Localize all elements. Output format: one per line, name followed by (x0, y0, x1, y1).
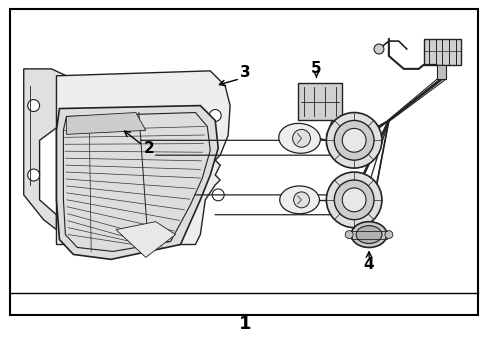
Ellipse shape (280, 186, 319, 214)
Text: 4: 4 (364, 257, 374, 272)
Circle shape (294, 192, 310, 208)
Circle shape (28, 169, 40, 181)
Circle shape (334, 180, 374, 220)
Circle shape (374, 44, 384, 54)
Circle shape (293, 129, 311, 147)
Polygon shape (116, 222, 175, 257)
Ellipse shape (279, 123, 320, 153)
Bar (437, 65, 446, 79)
Ellipse shape (351, 222, 387, 247)
Circle shape (326, 172, 382, 228)
Bar (297, 83, 342, 121)
Polygon shape (66, 113, 146, 134)
Text: 5: 5 (311, 61, 322, 76)
Circle shape (334, 121, 374, 160)
Text: 1: 1 (239, 315, 251, 333)
Circle shape (385, 231, 393, 239)
Polygon shape (24, 69, 66, 230)
Polygon shape (56, 105, 218, 260)
Text: 2: 2 (144, 141, 154, 156)
Text: 3: 3 (240, 65, 250, 80)
Circle shape (212, 189, 224, 201)
Circle shape (342, 129, 366, 152)
Circle shape (209, 109, 221, 121)
Polygon shape (56, 71, 230, 244)
Bar (424, 39, 461, 65)
Circle shape (342, 188, 366, 212)
Circle shape (28, 100, 40, 112)
Ellipse shape (356, 226, 382, 243)
Bar (10, 9, 478, 315)
Circle shape (326, 113, 382, 168)
Circle shape (345, 231, 353, 239)
